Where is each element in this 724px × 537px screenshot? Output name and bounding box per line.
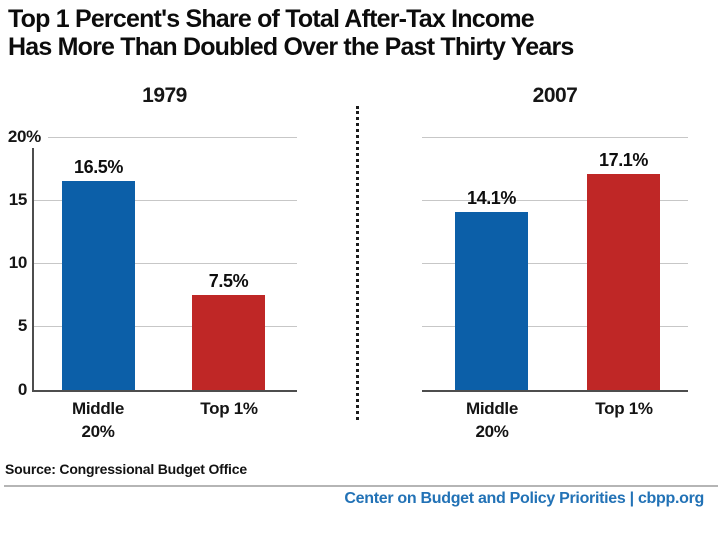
- gridline-10: [32, 263, 297, 264]
- gridline-15: [32, 200, 297, 201]
- bar-1979-top-1: 7.5%: [192, 271, 265, 390]
- bar-value-label: 16.5%: [73, 157, 124, 178]
- x-label-1979-middle-20: Middle 20%: [71, 399, 125, 441]
- chart-title-line1: Top 1 Percent's Share of Total After-Tax…: [8, 5, 535, 33]
- y-axis-line: [32, 148, 34, 390]
- x-label-1979-top-1: Top 1%: [200, 399, 258, 418]
- y-tick-20: 20%: [7, 127, 41, 146]
- panel-title-2007: 2007: [532, 84, 578, 107]
- chart-title: Top 1 Percent's Share of Total After-Tax…: [8, 5, 574, 61]
- gridline-20: [48, 137, 297, 138]
- gridline-5: [32, 326, 297, 327]
- chart-title-line2: Has More Than Doubled Over the Past Thir…: [8, 33, 574, 61]
- gridline-5: [422, 326, 688, 327]
- y-tick-10: 10: [8, 253, 28, 272]
- source-note: Source: Congressional Budget Office: [5, 461, 247, 477]
- y-tick-0: 0: [17, 380, 27, 399]
- y-tick-5: 5: [17, 316, 27, 335]
- gridline-10: [422, 263, 688, 264]
- bar-value-label: 14.1%: [466, 187, 517, 208]
- bar-2007-top-1: 17.1%: [587, 150, 660, 390]
- x-label-2007-middle-20: Middle 20%: [465, 399, 519, 441]
- bar-value-label: 7.5%: [208, 271, 249, 292]
- cbpp-brand-line: Center on Budget and Policy Priorities |…: [344, 490, 704, 507]
- plot-area-2007: 14.1% 17.1%: [422, 137, 688, 392]
- plot-area-1979: 16.5% 7.5%: [32, 137, 297, 392]
- y-tick-15: 15: [8, 190, 28, 209]
- bar-1979-middle-20: 16.5%: [62, 157, 135, 390]
- panel-separator-dotted-line: [356, 106, 359, 420]
- panel-title-1979: 1979: [142, 84, 187, 107]
- gridline-15: [422, 200, 688, 201]
- footer-divider-line: [4, 485, 718, 487]
- bar-value-label: 17.1%: [598, 149, 649, 170]
- bar-2007-middle-20: 14.1%: [455, 188, 528, 390]
- gridline-20: [422, 137, 688, 138]
- x-label-2007-top-1: Top 1%: [595, 399, 653, 418]
